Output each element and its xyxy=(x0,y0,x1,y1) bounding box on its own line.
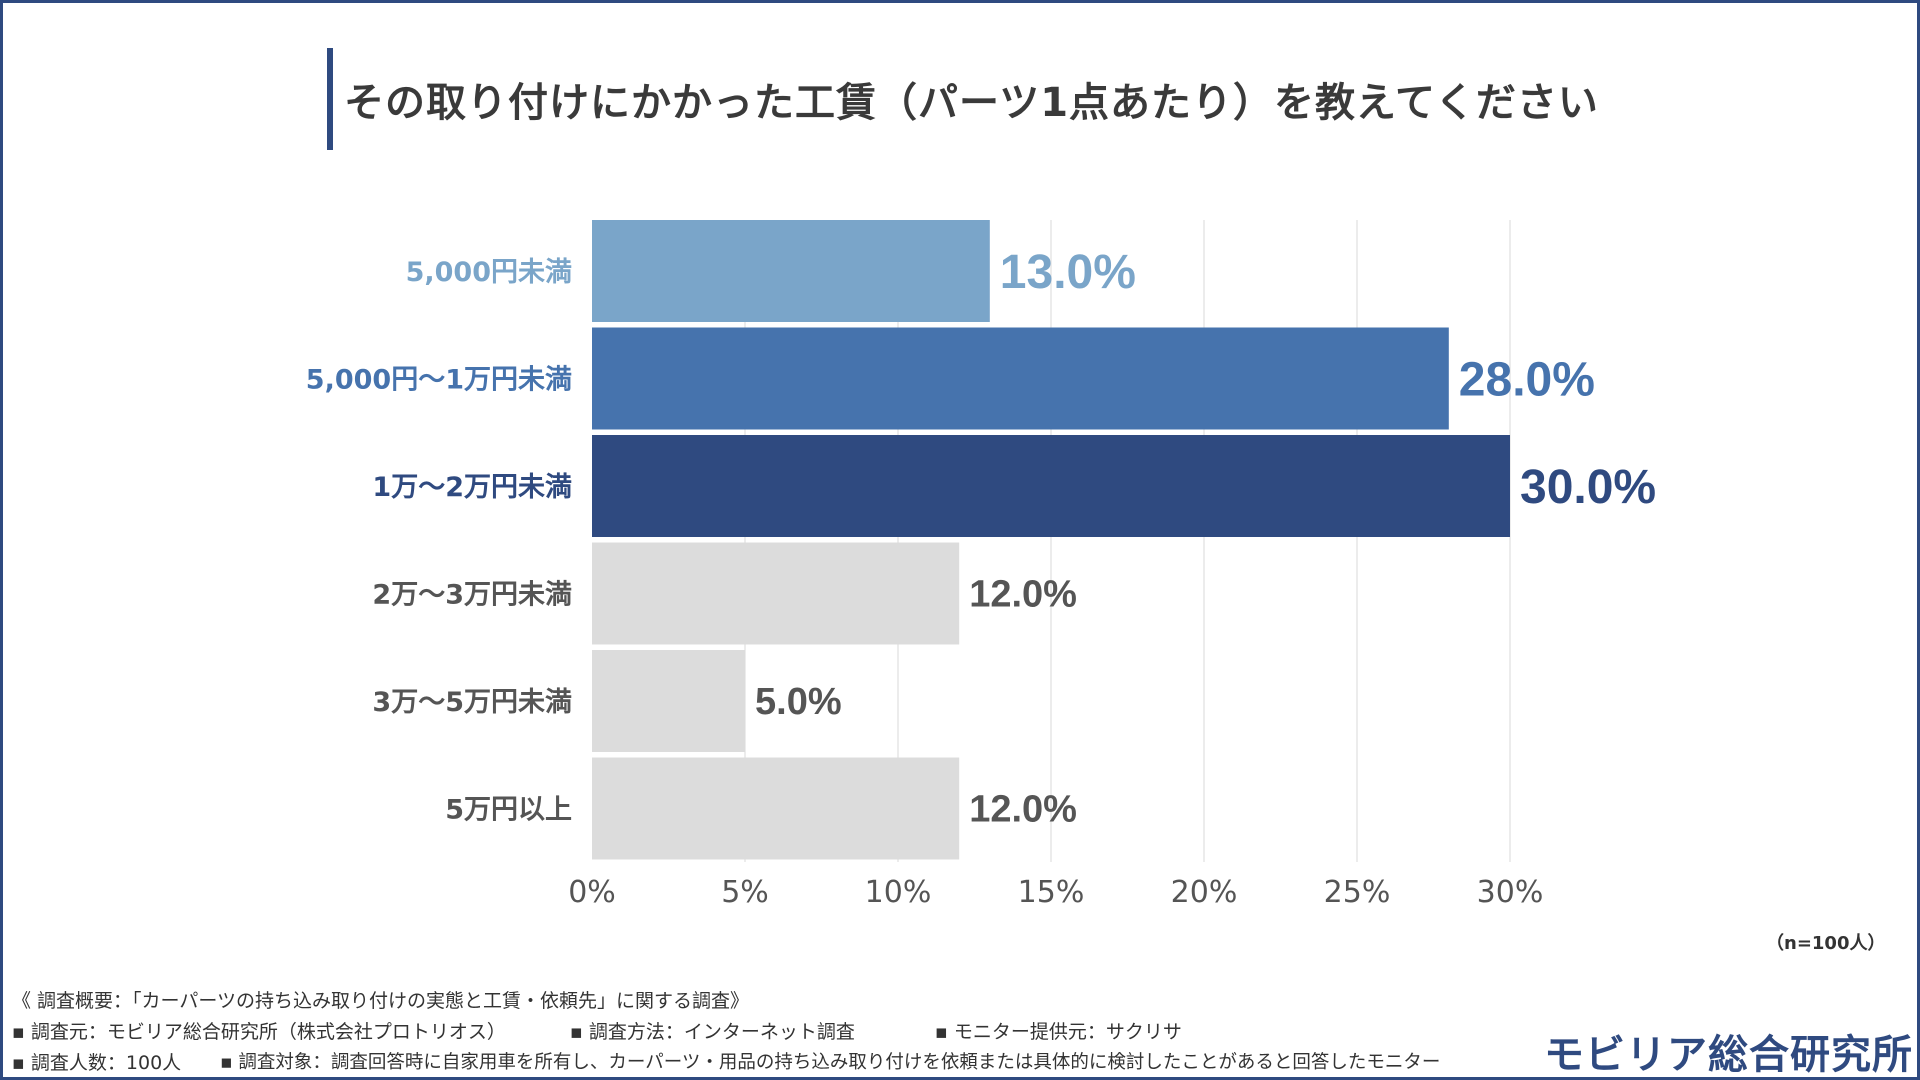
footer-target: ▪ 調査対象：調査回答時に自家用車を所有し、カーパーツ・用品の持ち込み取り付けを… xyxy=(220,1052,1441,1073)
category-label: 1万〜2万円未満 xyxy=(372,472,572,503)
footer-survey-overview: 《 調査概要：「カーパーツの持ち込み取り付けの実態と工賃・依頼先」に関する調査》 xyxy=(12,990,749,1012)
footer-sample-count: ▪ 調査人数：100人 xyxy=(12,1052,182,1074)
x-tick-label: 0% xyxy=(568,875,616,910)
chart-title: その取り付けにかかった工賃（パーツ1点あたり）を教えてください xyxy=(344,80,1599,126)
x-tick-label: 25% xyxy=(1324,875,1391,910)
footer-monitor-provider: ▪ モニター提供元：サクリサ xyxy=(935,1021,1182,1043)
bar xyxy=(592,435,1510,537)
data-label: 12.0% xyxy=(969,574,1077,616)
data-label: 13.0% xyxy=(1000,246,1136,299)
footer-source: ▪ 調査元：モビリア総合研究所（株式会社プロトリオス） xyxy=(12,1021,506,1043)
x-tick-label: 30% xyxy=(1477,875,1544,910)
category-label: 5万円以上 xyxy=(445,795,572,826)
title-accent-bar xyxy=(327,48,333,150)
bar xyxy=(592,542,960,645)
x-tick-label: 20% xyxy=(1171,875,1238,910)
data-label: 30.0% xyxy=(1520,461,1656,514)
bar xyxy=(592,220,990,322)
data-label: 5.0% xyxy=(755,681,842,723)
sample-size-note: （n=100人） xyxy=(1766,933,1886,954)
category-label: 3万〜5万円未満 xyxy=(372,687,572,718)
x-tick-label: 10% xyxy=(865,875,932,910)
data-label: 12.0% xyxy=(969,789,1077,831)
category-label: 2万〜3万円未満 xyxy=(372,580,572,611)
category-label: 5,000円未満 xyxy=(406,257,572,288)
bar xyxy=(592,757,960,860)
x-tick-label: 15% xyxy=(1018,875,1085,910)
footer-method: ▪ 調査方法：インターネット調査 xyxy=(570,1021,855,1043)
data-label: 28.0% xyxy=(1459,354,1595,407)
brand-logo: モビリア総合研究所 xyxy=(1544,1032,1913,1078)
bar-chart: 0% 5% 10% 15% 20% 25% 30% 5,000円未満 13.0% 5,000円〜1… xyxy=(306,220,1656,910)
bar xyxy=(592,327,1449,430)
bar xyxy=(592,650,745,752)
category-label: 5,000円〜1万円未満 xyxy=(306,365,572,396)
x-tick-label: 5% xyxy=(721,875,769,910)
